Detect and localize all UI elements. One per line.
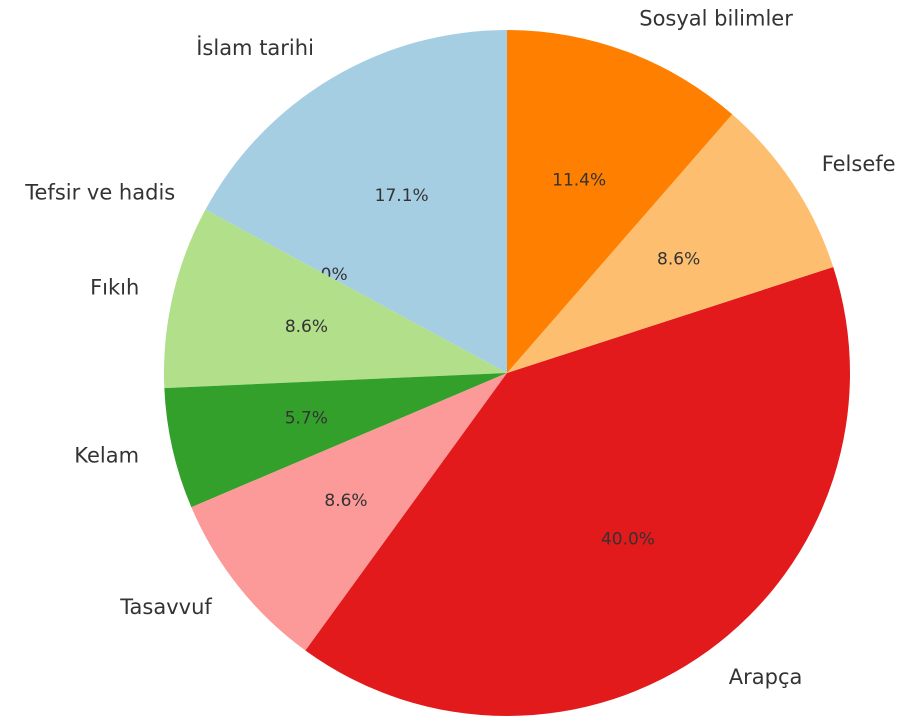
category-label: Sosyal bilimler [639,7,793,31]
pie-slice [507,114,834,373]
value-label: 17.1% [375,186,429,206]
category-label: Fıkıh [90,275,139,299]
category-label: İslam tarihi [196,35,314,60]
pie-slice [507,30,733,373]
category-label: Tefsir ve hadis [24,180,175,204]
value-label: 8.6% [285,317,328,337]
value-label: 11.4% [552,170,606,190]
pie-slice [205,30,507,373]
value-label: 40.0% [601,529,655,549]
pie-slice [305,267,851,717]
value-label: 5.7% [285,409,328,429]
category-label: Tasavvuf [119,595,212,619]
category-label: Arapça [729,665,803,689]
category-label: Felsefe [822,152,896,176]
pie-slice [164,209,507,389]
value-label: 8.6% [657,249,700,269]
value-label: 8.6% [324,491,367,511]
pie-slice [164,373,507,508]
pie-slice [191,373,507,651]
category-label: Kelam [74,443,139,467]
